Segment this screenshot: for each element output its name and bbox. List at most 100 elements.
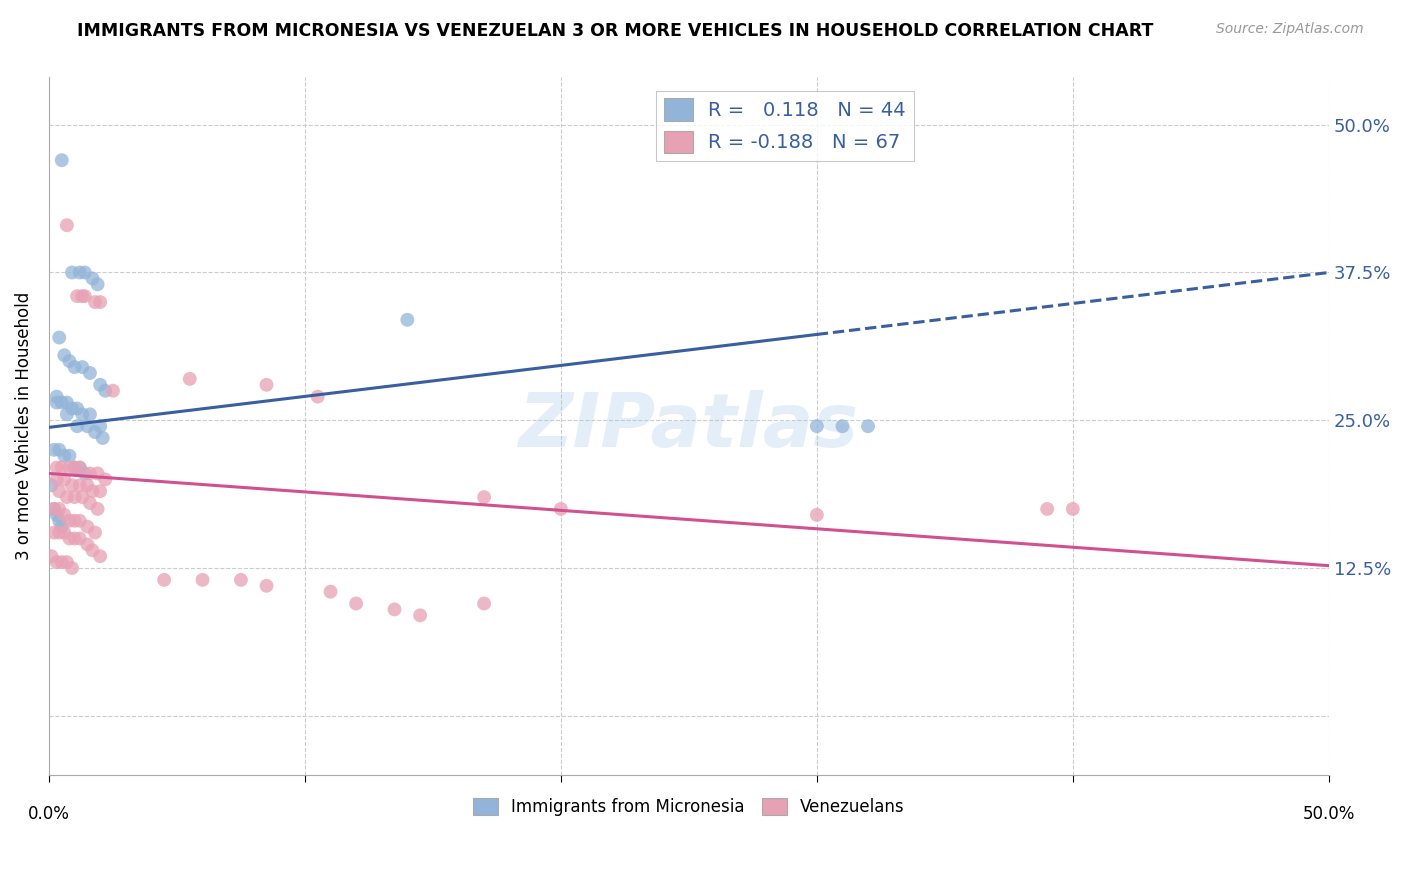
Point	[45, 395, 67, 409]
Point	[45, 555, 67, 569]
Point	[79, 366, 101, 380]
Point	[179, 372, 201, 386]
Point	[45, 508, 67, 522]
Point	[41, 478, 63, 492]
Point	[63, 460, 86, 475]
Point	[60, 265, 83, 279]
Point	[66, 289, 89, 303]
Point	[806, 419, 828, 434]
Point	[84, 525, 107, 540]
Text: 50.0%: 50.0%	[1302, 805, 1355, 823]
Legend: Immigrants from Micronesia, Venezuelans: Immigrants from Micronesia, Venezuelans	[467, 791, 911, 822]
Point	[53, 449, 76, 463]
Point	[89, 549, 111, 564]
Text: IMMIGRANTS FROM MICRONESIA VS VENEZUELAN 3 OR MORE VEHICLES IN HOUSEHOLD CORRELA: IMMIGRANTS FROM MICRONESIA VS VENEZUELAN…	[77, 22, 1154, 40]
Point	[45, 460, 67, 475]
Point	[66, 401, 89, 416]
Point	[51, 555, 73, 569]
Point	[58, 354, 80, 368]
Point	[73, 467, 96, 481]
Point	[45, 472, 67, 486]
Point	[82, 271, 104, 285]
Point	[56, 395, 79, 409]
Point	[806, 508, 828, 522]
Point	[70, 289, 93, 303]
Point	[91, 431, 114, 445]
Point	[69, 265, 91, 279]
Point	[396, 313, 419, 327]
Point	[86, 277, 108, 292]
Point	[73, 265, 96, 279]
Point	[86, 502, 108, 516]
Point	[48, 525, 70, 540]
Point	[58, 460, 80, 475]
Point	[472, 490, 495, 504]
Point	[1062, 502, 1084, 516]
Point	[63, 460, 86, 475]
Point	[69, 460, 91, 475]
Point	[229, 573, 252, 587]
Text: Source: ZipAtlas.com: Source: ZipAtlas.com	[1216, 22, 1364, 37]
Point	[89, 295, 111, 310]
Point	[550, 502, 572, 516]
Point	[76, 519, 98, 533]
Point	[69, 532, 91, 546]
Point	[70, 360, 93, 375]
Point	[42, 502, 65, 516]
Point	[56, 408, 79, 422]
Point	[307, 390, 329, 404]
Text: ZIPatlas: ZIPatlas	[519, 390, 859, 463]
Point	[73, 289, 96, 303]
Point	[48, 330, 70, 344]
Point	[409, 608, 432, 623]
Point	[42, 442, 65, 457]
Point	[76, 537, 98, 551]
Point	[60, 561, 83, 575]
Point	[76, 419, 98, 434]
Point	[82, 484, 104, 499]
Point	[101, 384, 124, 398]
Point	[48, 484, 70, 499]
Point	[51, 395, 73, 409]
Point	[89, 419, 111, 434]
Point	[58, 532, 80, 546]
Point	[344, 597, 367, 611]
Point	[84, 425, 107, 439]
Point	[856, 419, 879, 434]
Point	[256, 377, 278, 392]
Point	[89, 484, 111, 499]
Point	[256, 579, 278, 593]
Point	[82, 543, 104, 558]
Point	[69, 514, 91, 528]
Point	[48, 514, 70, 528]
Point	[153, 573, 176, 587]
Point	[51, 460, 73, 475]
Point	[63, 360, 86, 375]
Point	[84, 295, 107, 310]
Point	[53, 472, 76, 486]
Text: 0.0%: 0.0%	[28, 805, 70, 823]
Point	[48, 502, 70, 516]
Y-axis label: 3 or more Vehicles in Household: 3 or more Vehicles in Household	[15, 292, 32, 560]
Point	[56, 555, 79, 569]
Point	[51, 519, 73, 533]
Point	[472, 597, 495, 611]
Point	[69, 478, 91, 492]
Point	[58, 514, 80, 528]
Point	[56, 218, 79, 232]
Point	[1036, 502, 1059, 516]
Point	[94, 384, 117, 398]
Point	[41, 549, 63, 564]
Point	[53, 525, 76, 540]
Point	[60, 478, 83, 492]
Point	[60, 401, 83, 416]
Point	[42, 502, 65, 516]
Point	[42, 525, 65, 540]
Point	[70, 490, 93, 504]
Point	[86, 467, 108, 481]
Point	[79, 467, 101, 481]
Point	[63, 490, 86, 504]
Point	[831, 419, 853, 434]
Point	[69, 460, 91, 475]
Point	[63, 532, 86, 546]
